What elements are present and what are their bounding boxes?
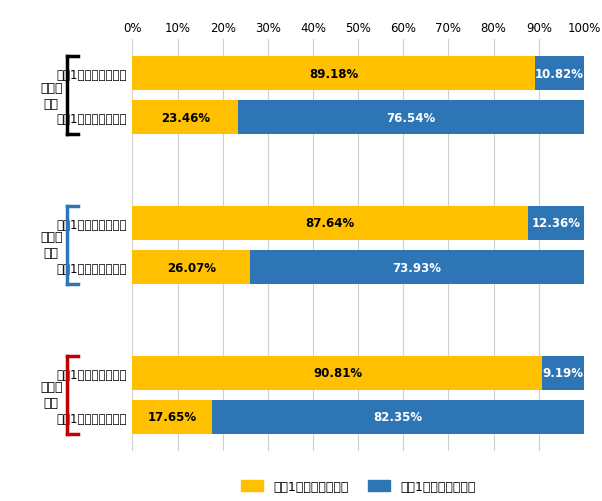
Bar bbox=[132, 206, 528, 240]
Text: 10.82%: 10.82% bbox=[535, 68, 584, 81]
Text: 男子中
学生: 男子中 学生 bbox=[40, 231, 63, 260]
Bar bbox=[132, 400, 212, 434]
Text: 26.07%: 26.07% bbox=[167, 261, 216, 274]
Text: 89.18%: 89.18% bbox=[309, 68, 358, 81]
Text: 76.54%: 76.54% bbox=[386, 112, 436, 125]
Bar bbox=[212, 400, 584, 434]
Bar bbox=[132, 356, 542, 390]
Text: 女子中
学生: 女子中 学生 bbox=[40, 380, 63, 409]
Legend: 過去1年飲酒経験なし, 過去1年飲酒経験あり: 過去1年飲酒経験なし, 過去1年飲酒経験あり bbox=[236, 475, 480, 498]
Bar bbox=[250, 250, 584, 285]
Bar bbox=[132, 101, 238, 135]
Text: 23.46%: 23.46% bbox=[161, 112, 210, 125]
Bar bbox=[132, 250, 250, 285]
Bar bbox=[132, 57, 535, 91]
Bar bbox=[535, 57, 584, 91]
Text: 17.65%: 17.65% bbox=[147, 410, 197, 423]
Text: 87.64%: 87.64% bbox=[306, 217, 355, 230]
Text: 9.19%: 9.19% bbox=[542, 366, 584, 379]
Text: 82.35%: 82.35% bbox=[373, 410, 423, 423]
Text: 12.36%: 12.36% bbox=[532, 217, 580, 230]
Text: 中学生
全体: 中学生 全体 bbox=[40, 82, 63, 111]
Bar bbox=[542, 356, 584, 390]
Bar bbox=[528, 206, 584, 240]
Bar bbox=[238, 101, 584, 135]
Text: 90.81%: 90.81% bbox=[313, 366, 362, 379]
Text: 73.93%: 73.93% bbox=[393, 261, 441, 274]
